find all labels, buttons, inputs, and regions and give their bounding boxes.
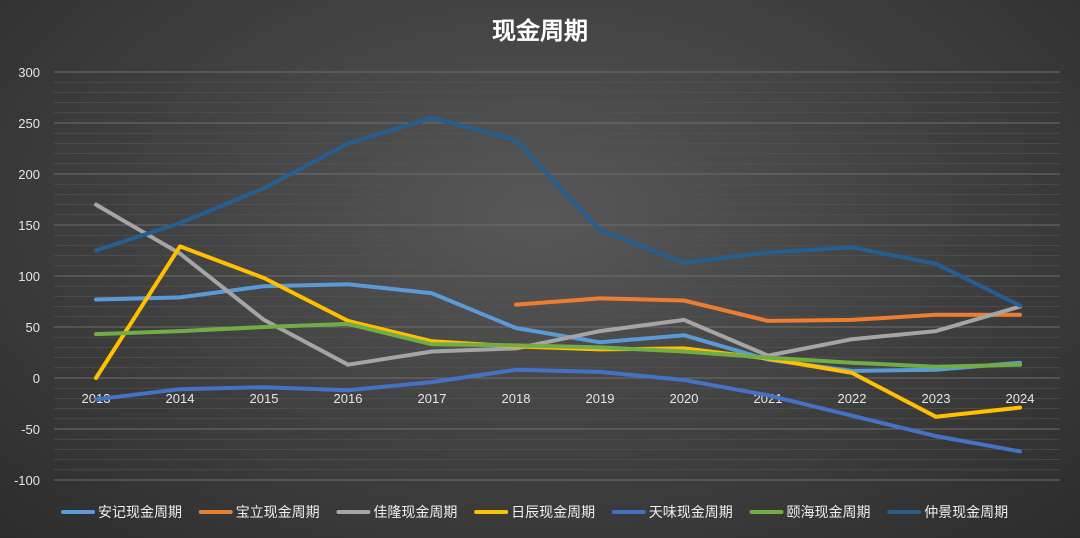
x-tick-label: 2022 xyxy=(838,391,867,406)
series-line-1 xyxy=(94,282,1022,373)
x-tick-label: 2023 xyxy=(922,391,951,406)
y-tick-label: -100 xyxy=(14,473,40,488)
x-tick-label: 2024 xyxy=(1006,391,1035,406)
y-tick-label: 300 xyxy=(18,65,40,80)
series-line-2 xyxy=(514,296,1022,323)
x-tick-label: 2020 xyxy=(670,391,699,406)
y-tick-label: 100 xyxy=(18,269,40,284)
x-tick-label: 2017 xyxy=(418,391,447,406)
x-tick-label: 2019 xyxy=(586,391,615,406)
chart-title: 现金周期 xyxy=(492,17,588,45)
y-tick-label: 150 xyxy=(18,218,40,233)
series-line-4 xyxy=(94,244,1022,419)
legend-label: 安记现金周期 xyxy=(98,505,182,521)
series-line-6 xyxy=(94,321,1022,369)
y-tick-label: 250 xyxy=(18,116,40,131)
series-line-7 xyxy=(94,115,1022,308)
y-axis: 300 250 200 150 100 50 0 -50 -100 xyxy=(14,65,40,488)
series-lines xyxy=(94,115,1022,454)
legend-label: 颐海现金周期 xyxy=(787,505,871,521)
y-tick-label: 50 xyxy=(26,320,40,335)
legend-label: 天味现金周期 xyxy=(649,505,733,521)
y-tick-label: 0 xyxy=(33,371,40,386)
series-line-3 xyxy=(94,202,1022,367)
x-tick-label: 2018 xyxy=(502,391,531,406)
series-line-5 xyxy=(94,367,1022,454)
y-tick-label: 200 xyxy=(18,167,40,182)
legend-label: 日辰现金周期 xyxy=(511,505,595,521)
x-tick-label: 2016 xyxy=(334,391,363,406)
legend: 安记现金周期 宝立现金周期 佳隆现金周期 日辰现金周期 天味现金周期 颐海现金周期 仲景现金… xyxy=(61,505,1008,521)
x-tick-label: 2014 xyxy=(166,391,195,406)
x-tick-label: 2015 xyxy=(250,391,279,406)
legend-label: 仲景现金周期 xyxy=(924,505,1008,521)
legend-label: 佳隆现金周期 xyxy=(373,505,457,521)
legend-label: 宝立现金周期 xyxy=(236,505,320,521)
y-tick-label: -50 xyxy=(21,422,40,437)
gridlines xyxy=(54,71,1060,481)
